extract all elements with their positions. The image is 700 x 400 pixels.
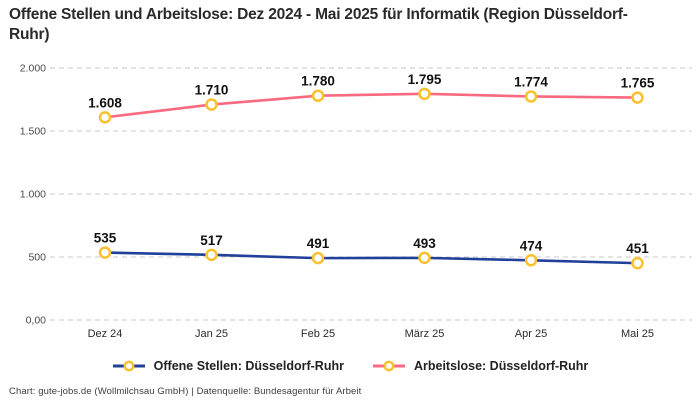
data-point-label: 493 [413,236,436,251]
data-point-marker[interactable] [631,256,644,270]
y-tick-label: 0,00 [26,315,47,327]
data-point-label: 474 [520,238,543,253]
series-line [103,92,639,119]
data-point-label: 1.774 [514,74,548,89]
chart-legend: Offene Stellen: Düsseldorf-Ruhr Arbeitsl… [0,359,700,373]
data-point-marker[interactable] [418,87,431,101]
series-line [103,251,639,265]
legend-label: Offene Stellen: Düsseldorf-Ruhr [153,359,344,373]
x-tick-label: Dez 24 [88,328,123,340]
legend-item-offene-stellen[interactable]: Offene Stellen: Düsseldorf-Ruhr [112,359,344,373]
data-point-label: 451 [626,241,649,256]
data-point-marker[interactable] [524,90,538,103]
data-point-marker[interactable] [205,248,218,262]
chart-title: Offene Stellen und Arbeitslose: Dez 2024… [9,6,628,43]
data-point-label: 1.765 [621,76,655,91]
data-point-marker[interactable] [311,89,325,102]
legend-label: Arbeitslose: Düsseldorf-Ruhr [413,359,589,373]
data-point-marker[interactable] [98,246,112,259]
data-point-label: 491 [307,236,330,251]
legend-line-marker-icon [372,360,405,372]
data-point-marker[interactable] [205,98,218,111]
data-point-marker[interactable] [98,111,112,124]
data-point-label: 1.608 [88,95,122,110]
x-tick-label: Apr 25 [515,328,547,340]
x-tick-label: Mai 25 [621,328,654,340]
y-tick-label: 1.500 [20,126,46,138]
data-point-label: 1.795 [408,72,442,87]
y-tick-label: 500 [28,252,46,264]
x-tick-label: Feb 25 [301,328,335,340]
x-tick-label: Jan 25 [195,328,228,340]
y-tick-label: 1.000 [20,189,46,201]
data-point-marker[interactable] [631,91,644,104]
data-point-label: 535 [94,231,117,246]
line-chart: 0,00 500 1.000 1.500 2.000 Dez 24 Jan 25 Feb 25… [20,63,692,340]
chart-credit: Chart: gute-jobs.de (Wollmilchsau GmbH) … [9,386,362,397]
data-point-label: 1.780 [301,74,335,89]
y-tick-label: 2.000 [20,63,46,75]
data-point-label: 517 [200,233,223,248]
data-point-marker[interactable] [311,251,325,265]
data-point-label: 1.710 [195,83,229,98]
data-point-marker[interactable] [524,254,538,267]
data-point-marker[interactable] [418,251,431,265]
legend-line-marker-icon [112,360,145,372]
x-tick-label: März 25 [405,328,445,340]
legend-item-arbeitslose[interactable]: Arbeitslose: Düsseldorf-Ruhr [372,359,588,373]
